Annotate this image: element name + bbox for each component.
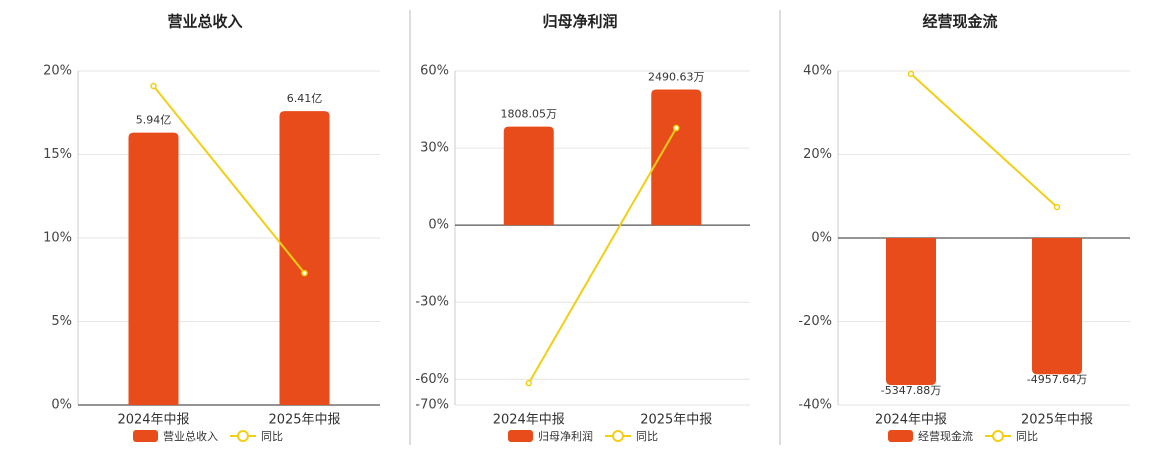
legend-label: 同比 (1016, 430, 1038, 443)
line-point (150, 82, 157, 90)
x-tick-label: 2024年中报 (493, 413, 565, 428)
bar (128, 132, 179, 405)
y-tick-label: -30% (415, 295, 449, 310)
x-tick-label: 2025年中报 (640, 413, 712, 428)
x-tick-label: 2025年中报 (1021, 413, 1093, 428)
y-tick-label: 30% (420, 141, 449, 156)
line-point (525, 379, 532, 387)
legend-label: 同比 (261, 430, 283, 443)
x-tick-label: 2024年中报 (875, 413, 947, 428)
bar (1032, 238, 1082, 375)
y-tick-label: -60% (415, 372, 449, 387)
y-tick-label: 60% (420, 64, 449, 79)
legend-label: 营业总收入 (163, 429, 218, 443)
y-tick-label: 0% (428, 218, 449, 233)
legend-swatch (508, 430, 533, 442)
line-point (673, 124, 680, 132)
legend-marker (992, 430, 1004, 442)
y-tick-label: 0% (51, 398, 72, 413)
line (152, 85, 306, 274)
y-tick-label: 15% (43, 147, 72, 162)
line-point (907, 70, 915, 78)
legend-label: 同比 (636, 430, 658, 443)
legend-marker (237, 430, 249, 442)
legend-marker (612, 430, 624, 442)
bar (503, 126, 554, 226)
y-tick-label: 40% (803, 64, 832, 79)
bar (886, 238, 936, 385)
bar (279, 111, 330, 405)
y-tick-label: 20% (803, 147, 832, 162)
y-tick-label: 0% (811, 231, 832, 246)
bar-label: -4957.64万 (1027, 373, 1087, 386)
y-tick-label: -40% (798, 398, 832, 413)
legend-swatch (888, 430, 913, 442)
bar-label: -5347.88万 (881, 384, 941, 397)
bar-label: 6.41亿 (287, 92, 323, 105)
bar (651, 89, 702, 226)
y-tick-label: 20% (43, 64, 72, 79)
line-point (301, 269, 308, 277)
legend-swatch (133, 430, 158, 442)
legend-label: 经营现金流 (918, 429, 973, 443)
chart-title: 经营现金流 (922, 13, 997, 31)
y-tick-label: -20% (798, 314, 832, 329)
line-point (1053, 203, 1061, 211)
chart-title: 归母净利润 (542, 13, 617, 31)
x-tick-label: 2025年中报 (268, 413, 340, 428)
bar-label: 1808.05万 (501, 108, 558, 121)
x-tick-label: 2024年中报 (117, 413, 189, 428)
y-tick-label: 10% (43, 231, 72, 246)
line (527, 127, 678, 384)
bar-label: 5.94亿 (136, 114, 172, 127)
legend-label: 归母净利润 (538, 429, 593, 443)
bar-label: 2490.63万 (648, 70, 705, 83)
y-tick-label: 5% (51, 314, 72, 329)
line (910, 73, 1058, 208)
chart-title: 营业总收入 (167, 13, 242, 31)
y-tick-label: -70% (415, 398, 449, 413)
